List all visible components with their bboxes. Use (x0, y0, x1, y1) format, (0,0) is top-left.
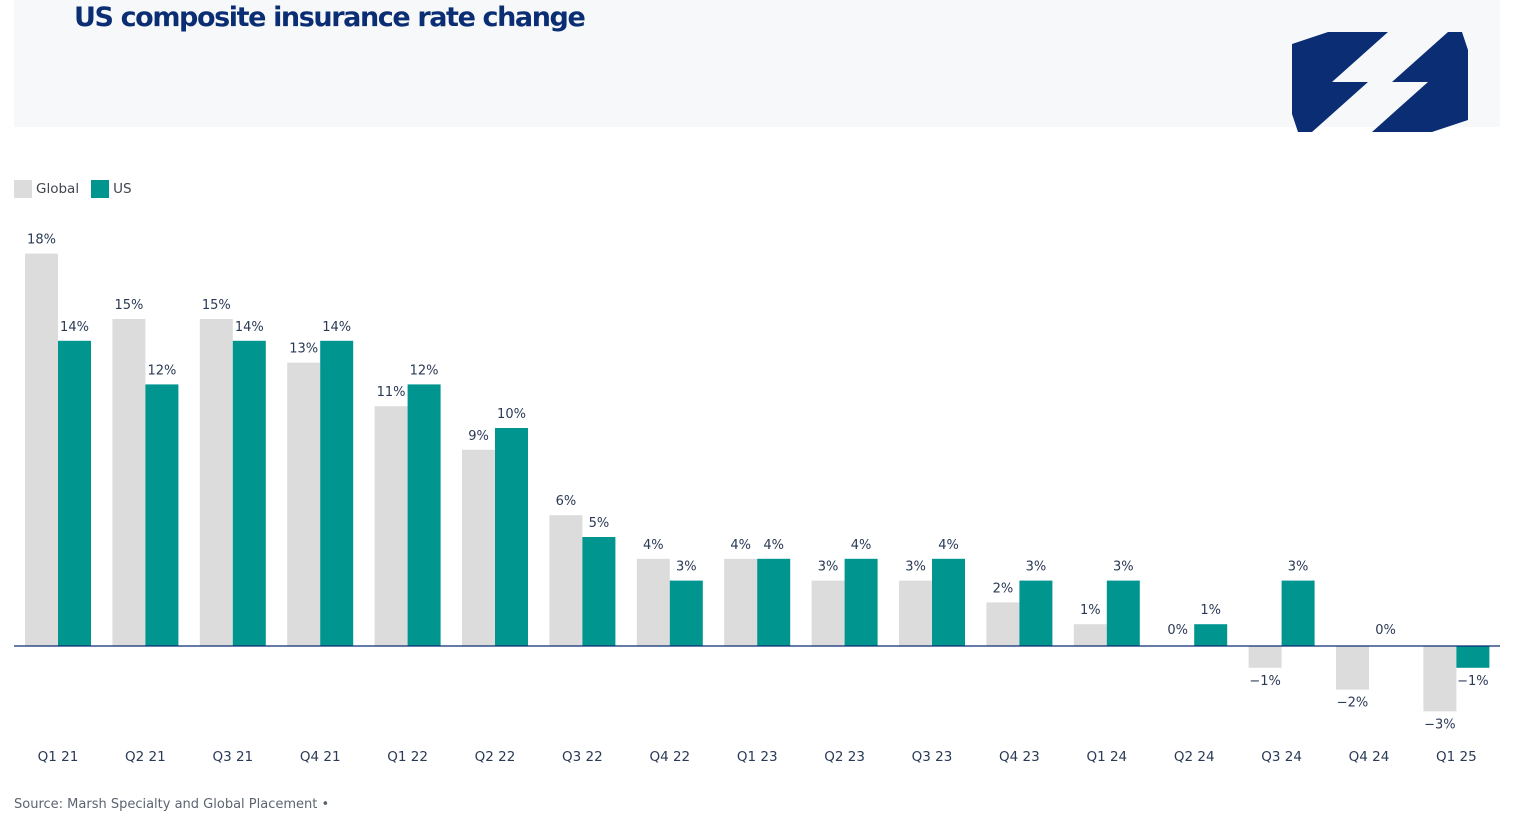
data-label-us-10: 4% (938, 538, 959, 553)
header-panel: US composite insurance rate change (14, 0, 1500, 127)
data-label-global-10: 3% (905, 560, 926, 575)
data-label-global-4: 11% (377, 385, 406, 400)
x-tick-label-4: Q1 22 (387, 749, 428, 765)
legend-label-us: US (113, 181, 132, 197)
x-tick-label-3: Q4 21 (300, 749, 341, 765)
x-tick-label-14: Q3 24 (1261, 749, 1302, 765)
bar-global-14 (1248, 646, 1282, 668)
bar-global-6 (549, 515, 583, 646)
data-label-us-12: 3% (1113, 560, 1134, 575)
data-label-global-3: 13% (289, 342, 318, 357)
bar-global-5 (462, 449, 495, 646)
x-tick-label-12: Q1 24 (1086, 749, 1127, 765)
bar-us-2 (232, 340, 266, 646)
x-tick-label-1: Q2 21 (125, 749, 166, 765)
bar-global-2 (199, 319, 233, 646)
page-title: US composite insurance rate change (74, 2, 586, 33)
data-label-global-0: 18% (27, 233, 56, 248)
x-tick-label-15: Q4 24 (1349, 749, 1390, 765)
data-label-global-1: 15% (114, 298, 143, 313)
data-label-us-11: 3% (1026, 560, 1047, 575)
x-tick-label-7: Q4 22 (649, 749, 690, 765)
data-label-global-13: 0% (1167, 623, 1188, 638)
data-label-us-5: 10% (497, 407, 526, 422)
bar-us-14 (1281, 580, 1315, 646)
bar-us-16 (1456, 646, 1490, 668)
data-label-global-2: 15% (202, 298, 231, 313)
data-label-us-3: 14% (322, 320, 351, 335)
bar-global-15 (1336, 646, 1369, 690)
bar-global-11 (986, 602, 1020, 646)
data-label-global-14: −1% (1249, 674, 1281, 689)
bar-us-7 (669, 580, 703, 646)
bar-us-6 (582, 537, 616, 646)
bar-us-3 (320, 340, 354, 646)
bar-global-1 (112, 319, 146, 646)
source-note: Source: Marsh Specialty and Global Place… (14, 797, 330, 812)
data-label-global-11: 2% (993, 581, 1014, 596)
bar-us-4 (407, 384, 441, 646)
bar-us-0 (58, 340, 91, 646)
data-label-us-15: 0% (1375, 623, 1396, 638)
data-label-global-6: 6% (556, 494, 577, 509)
data-label-global-16: −3% (1424, 717, 1456, 732)
data-label-global-7: 4% (643, 538, 664, 553)
data-label-global-8: 4% (730, 538, 751, 553)
data-label-us-9: 4% (851, 538, 872, 553)
chart-legend: Global US (14, 180, 132, 198)
legend-item-global: Global (14, 180, 79, 198)
x-tick-label-0: Q1 21 (38, 749, 79, 765)
data-label-us-13: 1% (1200, 603, 1221, 618)
legend-item-us: US (91, 180, 132, 198)
bar-global-7 (636, 558, 670, 646)
x-tick-label-16: Q1 25 (1436, 749, 1477, 765)
data-label-us-6: 5% (589, 516, 610, 531)
bar-us-11 (1019, 580, 1053, 646)
x-tick-label-13: Q2 24 (1174, 749, 1215, 765)
bar-us-1 (145, 384, 179, 646)
bar-global-3 (287, 362, 321, 646)
bar-global-16 (1423, 646, 1457, 712)
x-tick-label-9: Q2 23 (824, 749, 865, 765)
bar-us-13 (1194, 624, 1228, 646)
bar-us-8 (757, 558, 791, 646)
x-tick-label-6: Q3 22 (562, 749, 603, 765)
data-label-us-16: −1% (1457, 674, 1489, 689)
legend-swatch-global (14, 180, 32, 198)
x-tick-label-5: Q2 22 (475, 749, 516, 765)
data-label-global-12: 1% (1080, 603, 1101, 618)
data-label-us-2: 14% (235, 320, 264, 335)
x-tick-label-11: Q4 23 (999, 749, 1040, 765)
data-label-us-1: 12% (147, 363, 176, 378)
bar-us-5 (495, 428, 528, 646)
bar-us-9 (844, 558, 878, 646)
x-tick-label-8: Q1 23 (737, 749, 778, 765)
bar-global-9 (811, 580, 845, 646)
bar-us-12 (1106, 580, 1140, 646)
bar-global-12 (1073, 624, 1107, 646)
x-tick-label-10: Q3 23 (912, 749, 953, 765)
data-label-us-7: 3% (676, 560, 697, 575)
bar-global-8 (724, 558, 758, 646)
data-label-us-14: 3% (1288, 560, 1309, 575)
data-label-global-15: −2% (1337, 696, 1369, 711)
legend-swatch-us (91, 180, 110, 198)
marsh-logo-icon (1292, 32, 1468, 132)
data-label-us-8: 4% (763, 538, 784, 553)
bar-us-10 (932, 558, 965, 646)
bar-global-4 (374, 406, 408, 646)
bar-global-10 (899, 580, 932, 646)
bar-chart: 18% 14% Q1 21 15% 12% Q2 21 15% 14% Q3 21 13% 14% Q… (14, 233, 1500, 765)
x-tick-label-2: Q3 21 (212, 749, 253, 765)
bar-global-0 (25, 253, 58, 646)
data-label-global-5: 9% (468, 429, 489, 444)
data-label-us-0: 14% (60, 320, 89, 335)
legend-label-global: Global (36, 181, 80, 197)
data-label-us-4: 12% (410, 363, 439, 378)
data-label-global-9: 3% (818, 560, 839, 575)
